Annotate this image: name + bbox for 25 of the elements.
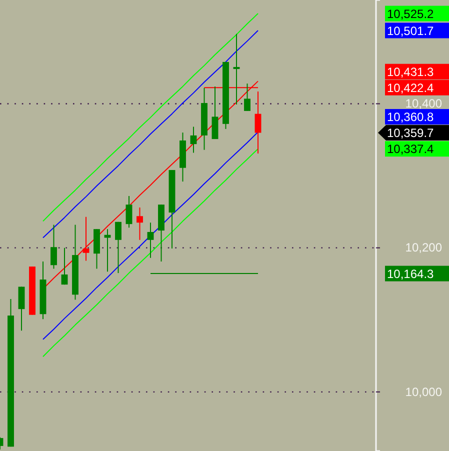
candlestick [82, 216, 90, 262]
candlestick [18, 286, 25, 332]
candlestick [190, 126, 197, 154]
text: 10,359.7 [387, 126, 434, 140]
text: 10,422.4 [387, 80, 434, 95]
y-tick-label: 10,200 [405, 240, 442, 255]
text: 10,431.3 [387, 64, 434, 79]
text: 10,337.4 [387, 142, 434, 156]
candlestick [126, 195, 132, 228]
candlestick [136, 206, 143, 240]
candlestick [254, 90, 262, 154]
candlestick [115, 221, 122, 274]
candlestick [50, 224, 57, 270]
text: 10,164.3 [387, 266, 434, 281]
line-series [42, 148, 258, 358]
candlestick [233, 33, 240, 105]
candlestick [212, 86, 218, 140]
y-tick-label: 10,400 [405, 96, 442, 111]
text: 10,501.7 [387, 24, 434, 38]
y-tick-label: 10,000 [405, 384, 442, 399]
text: 10,525.2 [387, 6, 434, 21]
candlestick [61, 247, 68, 286]
candlestick [244, 83, 250, 112]
candlestick [147, 222, 154, 258]
text: 10,360.8 [387, 110, 434, 124]
